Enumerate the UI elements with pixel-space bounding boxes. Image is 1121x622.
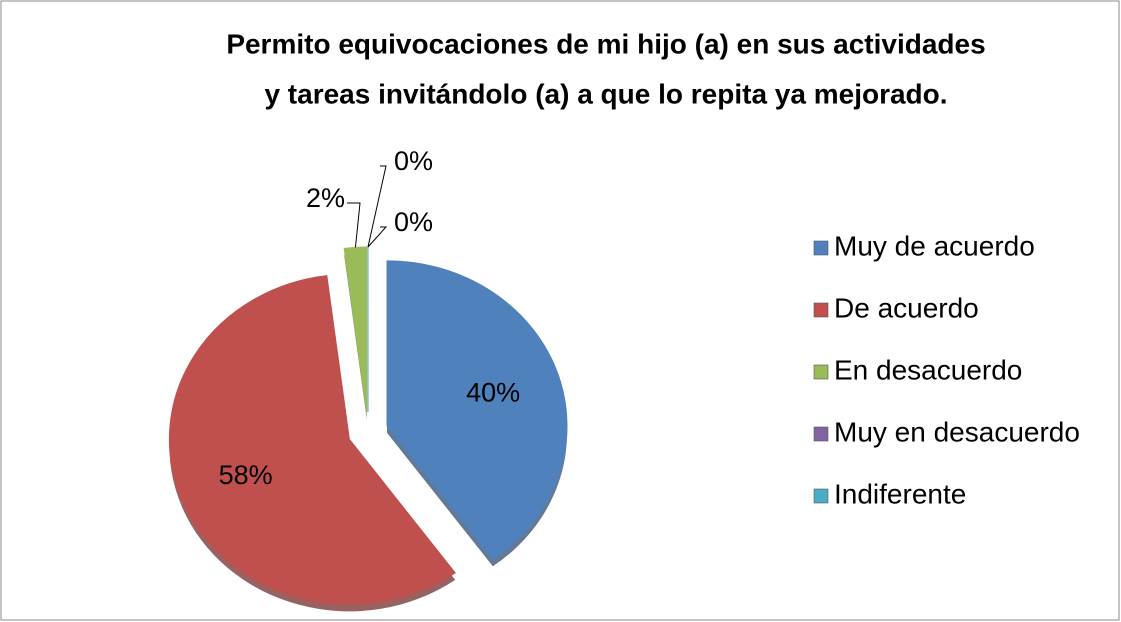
legend-label: Indiferente [834,478,966,509]
legend-swatch [813,488,829,504]
chart-title: Permito equivocaciones de mi hijo (a) en… [226,28,985,59]
data-label: 0% [394,146,433,176]
slice [168,275,456,605]
data-label: 40% [466,377,520,407]
data-label: 58% [219,460,273,490]
slice [386,260,568,560]
leader-line [367,165,387,248]
data-label: 2% [306,183,345,213]
legend-label: En desacuerdo [834,354,1022,385]
leader-line [367,226,388,248]
leader-line [347,202,361,248]
legend-label: Muy de acuerdo [834,230,1035,261]
legend-swatch [813,240,829,256]
legend-label: Muy en desacuerdo [834,416,1080,447]
slice [343,246,368,413]
legend-swatch [813,302,829,318]
legend-label: De acuerdo [834,292,979,323]
legend-swatch [813,426,829,442]
legend-swatch [813,364,829,380]
data-label: 0% [394,207,433,237]
chart-title: y tareas invitándolo (a) a que lo repita… [264,78,947,109]
